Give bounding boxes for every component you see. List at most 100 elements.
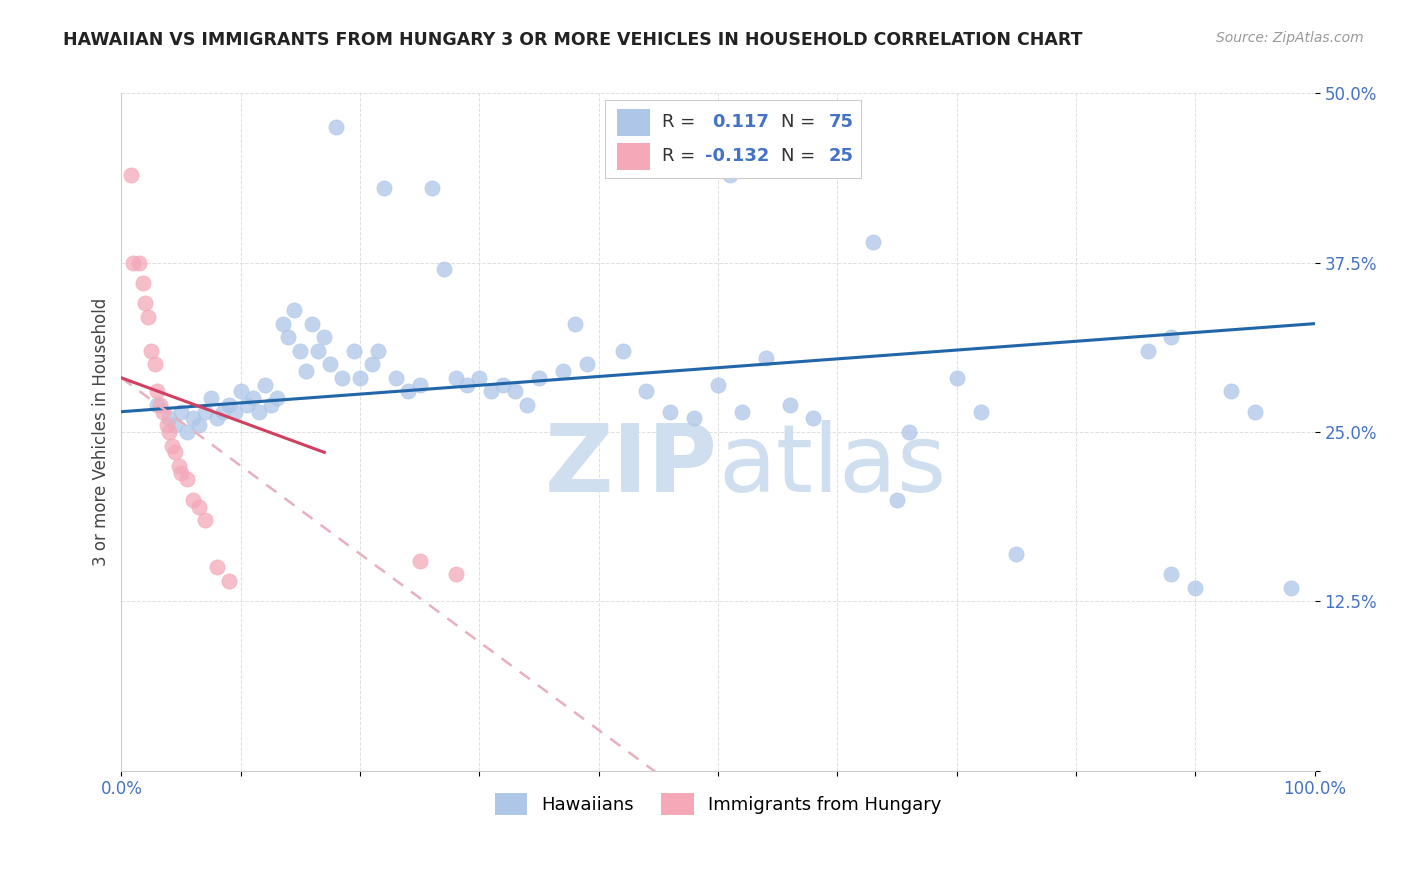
Point bbox=[516, 398, 538, 412]
Point bbox=[277, 330, 299, 344]
Point bbox=[157, 425, 180, 439]
Point bbox=[367, 343, 389, 358]
Point bbox=[731, 405, 754, 419]
Point bbox=[170, 405, 193, 419]
Point bbox=[134, 296, 156, 310]
Point bbox=[266, 391, 288, 405]
Point bbox=[188, 500, 211, 514]
Point bbox=[165, 418, 187, 433]
Point bbox=[242, 391, 264, 405]
Point bbox=[503, 384, 526, 399]
Point bbox=[755, 351, 778, 365]
Point bbox=[314, 330, 336, 344]
Point bbox=[188, 418, 211, 433]
Point bbox=[149, 398, 172, 412]
Point bbox=[160, 439, 183, 453]
Point bbox=[1005, 547, 1028, 561]
Point bbox=[271, 317, 294, 331]
Point bbox=[803, 411, 825, 425]
Text: 75: 75 bbox=[830, 113, 853, 131]
Point bbox=[176, 425, 198, 439]
Point bbox=[361, 357, 384, 371]
Point bbox=[862, 235, 884, 250]
Point bbox=[247, 405, 270, 419]
Point bbox=[1220, 384, 1243, 399]
Point bbox=[527, 371, 550, 385]
Point bbox=[229, 384, 252, 399]
Point bbox=[897, 425, 920, 439]
Point bbox=[200, 391, 222, 405]
Text: R =: R = bbox=[662, 113, 695, 131]
Point bbox=[157, 411, 180, 425]
Point bbox=[636, 384, 658, 399]
Point bbox=[1160, 567, 1182, 582]
Point bbox=[1184, 581, 1206, 595]
Point bbox=[779, 398, 801, 412]
FancyBboxPatch shape bbox=[617, 109, 650, 136]
Point bbox=[120, 168, 142, 182]
Point bbox=[396, 384, 419, 399]
Point bbox=[349, 371, 371, 385]
Point bbox=[181, 492, 204, 507]
Point bbox=[409, 377, 432, 392]
Point bbox=[167, 458, 190, 473]
Point bbox=[969, 405, 991, 419]
Point bbox=[132, 276, 155, 290]
Point bbox=[444, 371, 467, 385]
Point bbox=[235, 398, 257, 412]
Point bbox=[1136, 343, 1159, 358]
Text: N =: N = bbox=[782, 113, 815, 131]
Point bbox=[301, 317, 323, 331]
Text: 25: 25 bbox=[830, 147, 853, 165]
Point bbox=[259, 398, 281, 412]
Point bbox=[176, 472, 198, 486]
Point bbox=[181, 411, 204, 425]
Point bbox=[612, 343, 634, 358]
Point bbox=[128, 255, 150, 269]
Point bbox=[330, 371, 353, 385]
Point bbox=[143, 357, 166, 371]
Point bbox=[683, 411, 706, 425]
Point bbox=[156, 418, 179, 433]
Point bbox=[122, 255, 145, 269]
Legend: Hawaiians, Immigrants from Hungary: Hawaiians, Immigrants from Hungary bbox=[488, 786, 949, 822]
Text: Source: ZipAtlas.com: Source: ZipAtlas.com bbox=[1216, 31, 1364, 45]
Text: N =: N = bbox=[782, 147, 815, 165]
Point bbox=[253, 377, 276, 392]
Point bbox=[718, 168, 741, 182]
Point bbox=[564, 317, 586, 331]
Point bbox=[218, 574, 240, 588]
Point bbox=[468, 371, 491, 385]
Point bbox=[212, 405, 235, 419]
Point bbox=[492, 377, 515, 392]
Point bbox=[218, 398, 240, 412]
Point bbox=[444, 567, 467, 582]
Point bbox=[385, 371, 408, 385]
Point bbox=[945, 371, 967, 385]
Point bbox=[136, 310, 159, 324]
Point bbox=[146, 384, 169, 399]
Point bbox=[343, 343, 366, 358]
Point bbox=[1279, 581, 1302, 595]
Point bbox=[290, 343, 312, 358]
Point bbox=[456, 377, 478, 392]
Y-axis label: 3 or more Vehicles in Household: 3 or more Vehicles in Household bbox=[93, 298, 110, 566]
Point bbox=[886, 492, 908, 507]
Point bbox=[707, 377, 730, 392]
Point bbox=[194, 513, 217, 527]
Point bbox=[224, 405, 246, 419]
FancyBboxPatch shape bbox=[617, 143, 650, 169]
Text: atlas: atlas bbox=[718, 420, 946, 512]
Point bbox=[551, 364, 574, 378]
Point bbox=[205, 560, 228, 574]
Point bbox=[152, 405, 174, 419]
Text: ZIP: ZIP bbox=[546, 420, 718, 512]
Point bbox=[146, 398, 169, 412]
Point bbox=[307, 343, 329, 358]
Point bbox=[479, 384, 502, 399]
Text: HAWAIIAN VS IMMIGRANTS FROM HUNGARY 3 OR MORE VEHICLES IN HOUSEHOLD CORRELATION : HAWAIIAN VS IMMIGRANTS FROM HUNGARY 3 OR… bbox=[63, 31, 1083, 49]
Point bbox=[194, 405, 217, 419]
Point bbox=[170, 466, 193, 480]
Point bbox=[1244, 405, 1267, 419]
Point bbox=[141, 343, 163, 358]
